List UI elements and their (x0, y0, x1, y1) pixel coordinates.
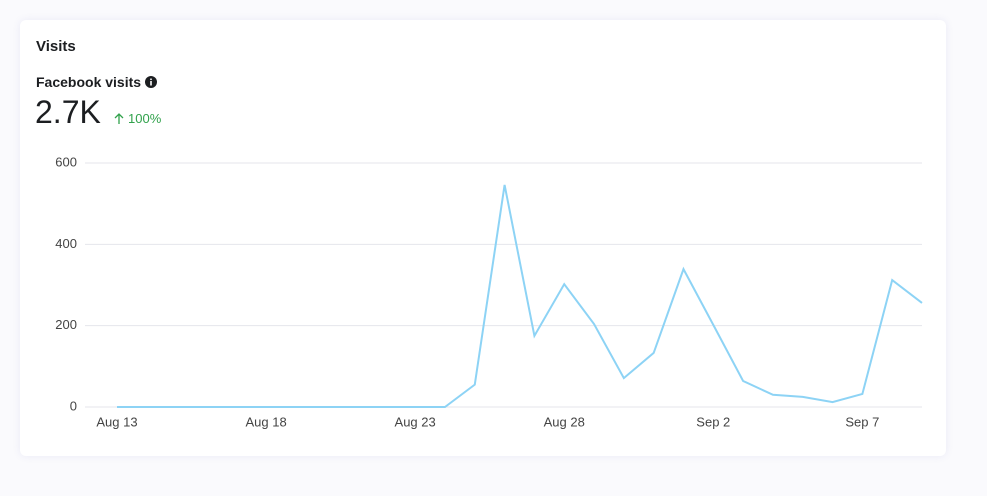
x-tick-label: Aug 23 (395, 414, 436, 429)
metric-label: Facebook visits (36, 74, 158, 90)
up-arrow (114, 112, 124, 124)
chart: 0 200 400 600 Aug 13 Aug 18 Aug 23 Aug 28 Sep 2 S… (55, 154, 923, 429)
metric-value: 2.7K (35, 94, 101, 130)
y-tick-label: 200 (55, 317, 77, 332)
line (117, 184, 923, 408)
y-tick-label: 400 (55, 236, 77, 251)
y-tick-label: 600 (55, 154, 77, 169)
change-value: 100% (128, 111, 162, 126)
x-tick-label: Aug 28 (544, 414, 585, 429)
x-tick-label: Sep 2 (696, 414, 730, 429)
x-tick-label: Sep 7 (845, 414, 879, 429)
y-tick-label: 0 (70, 398, 77, 413)
info-icon[interactable] (145, 76, 158, 88)
metric-change: 100% (114, 111, 161, 126)
metric-name: Facebook visits (36, 74, 142, 90)
visits-card: Visits Facebook visits 2.7K 100% 0 200 400… (20, 20, 946, 456)
x-tick-label: Aug 13 (96, 414, 137, 429)
card-title: Visits (36, 38, 76, 55)
x-tick-label: Aug 18 (245, 414, 286, 429)
